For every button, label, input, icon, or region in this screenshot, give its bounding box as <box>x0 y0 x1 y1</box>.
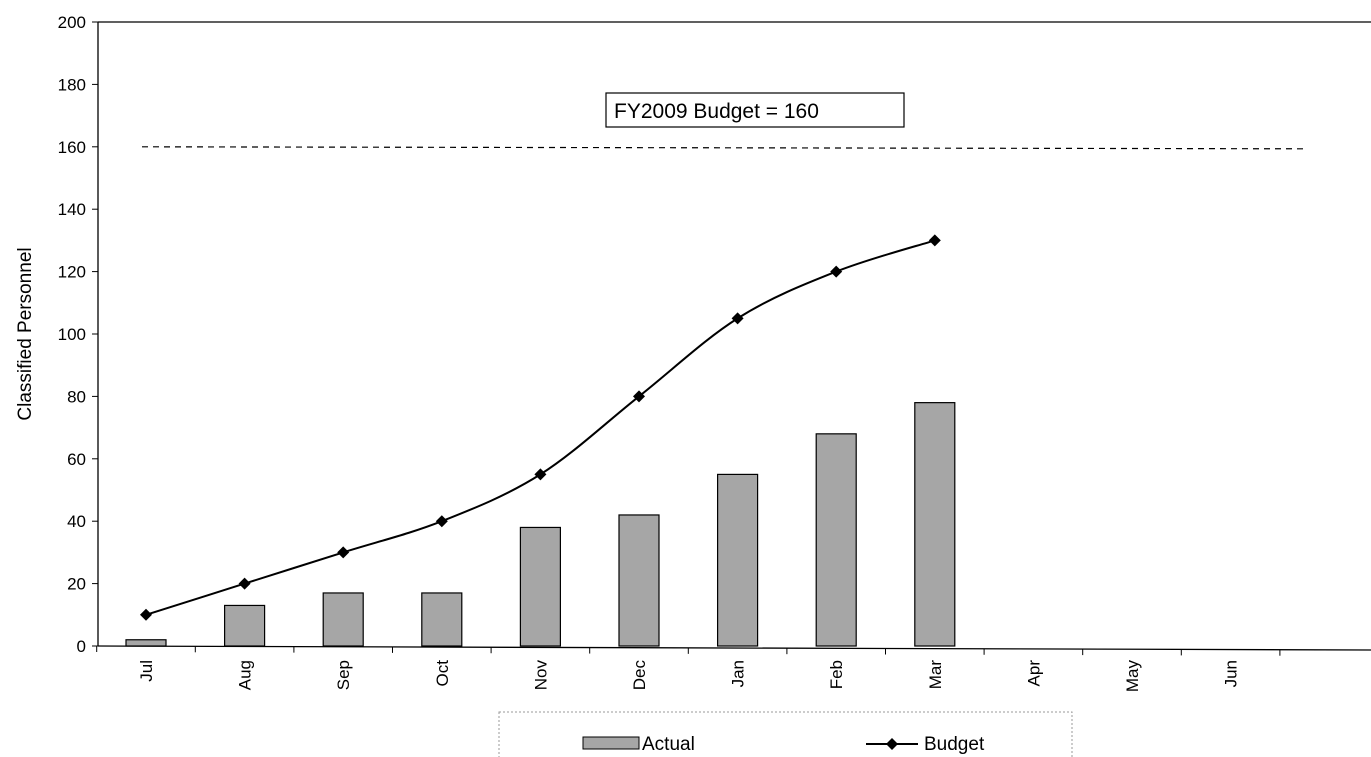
x-tick-label: Jul <box>137 660 156 682</box>
y-tick-label: 100 <box>58 325 86 344</box>
x-tick-label: Apr <box>1024 660 1043 687</box>
x-tick-label: Aug <box>236 660 255 690</box>
y-tick-label: 60 <box>67 450 86 469</box>
bar-actual <box>519 526 562 647</box>
y-tick-label: 80 <box>67 387 86 406</box>
x-axis: Jul Aug Sep Oct Nov Dec Jan Feb Mar Apr May Jun <box>96 645 1371 693</box>
y-tick-label: 120 <box>58 263 86 282</box>
x-tick-label: Feb <box>827 660 846 689</box>
y-axis-title: Classified Personnel <box>15 247 36 420</box>
legend-budget-marker <box>886 738 898 750</box>
bar-actual <box>125 639 167 647</box>
annotation-box: FY2009 Budget = 160 <box>605 92 905 128</box>
bar-actual <box>322 592 364 647</box>
budget-point <box>830 265 843 278</box>
actual-bars <box>125 402 956 647</box>
budget-point <box>238 577 251 590</box>
bar-actual <box>716 473 759 647</box>
annotation-text: FY2009 Budget = 160 <box>614 100 819 123</box>
budget-point <box>928 234 941 247</box>
budget-point <box>337 546 350 559</box>
x-tick-label: Sep <box>334 660 353 690</box>
budget-point <box>534 468 547 481</box>
bar-actual <box>815 433 857 647</box>
budget-point <box>731 312 744 325</box>
y-tick-label: 200 <box>58 13 86 32</box>
y-tick-label: 40 <box>67 512 86 531</box>
x-tick-label: Jun <box>1222 660 1241 687</box>
bar-actual <box>421 592 463 647</box>
x-tick-label: Jan <box>729 660 748 687</box>
x-tick-label: May <box>1123 660 1142 693</box>
y-tick-label: 180 <box>58 75 86 94</box>
y-axis: 0 20 40 60 80 100 120 140 160 180 200 <box>58 13 1371 656</box>
x-tick-label: Mar <box>926 660 945 690</box>
x-tick-label: Nov <box>531 660 550 691</box>
y-tick-label: 0 <box>77 637 86 656</box>
budget-point <box>140 608 152 621</box>
x-tick-label: Dec <box>630 660 649 691</box>
bar-actual <box>224 604 266 647</box>
legend-actual-label: Actual <box>642 734 695 755</box>
bar-actual <box>914 402 956 647</box>
x-tick-label: Oct <box>433 660 452 687</box>
budget-point <box>435 515 448 528</box>
legend-budget-label: Budget <box>924 734 985 755</box>
budget-point <box>633 390 645 403</box>
x-axis-line <box>97 645 1371 651</box>
reference-line-group <box>141 146 1304 150</box>
y-tick-label: 160 <box>58 138 86 157</box>
budget-line-group <box>140 234 941 621</box>
legend-actual-swatch <box>582 736 640 750</box>
y-tick-label: 20 <box>67 575 86 594</box>
bar-actual <box>618 514 660 647</box>
y-tick-label: 140 <box>58 200 86 219</box>
legend: Actual Budget <box>498 711 1073 757</box>
budget-reference-line <box>141 146 1304 150</box>
